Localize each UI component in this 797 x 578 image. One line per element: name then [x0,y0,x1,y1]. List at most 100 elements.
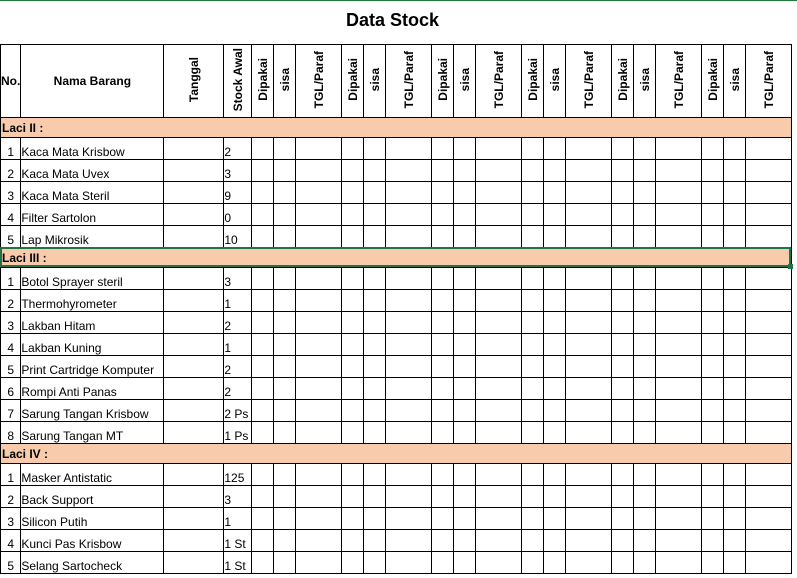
cell-dipakai[interactable] [341,181,365,204]
cell-tgl-paraf[interactable] [655,203,703,226]
cell-no[interactable]: 4 [0,529,22,552]
cell-dipakai[interactable] [701,463,725,486]
cell-no[interactable]: 4 [0,333,22,356]
cell-dipakai[interactable] [341,377,365,400]
cell-no[interactable]: 2 [0,485,22,508]
cell-dipakai[interactable] [431,421,455,444]
cell-sisa[interactable] [723,421,747,444]
header-stock-awal[interactable]: Stock Awal [223,44,253,118]
cell-tgl-paraf[interactable] [655,137,703,160]
cell-sisa[interactable] [453,311,477,334]
cell-dipakai[interactable] [251,551,275,574]
cell-tgl-paraf[interactable] [655,311,703,334]
cell-dipakai[interactable] [251,159,275,182]
cell-tgl-paraf[interactable] [295,355,343,378]
cell-tgl-paraf[interactable] [295,507,343,530]
cell-dipakai[interactable] [431,159,455,182]
cell-tgl-paraf[interactable] [295,551,343,574]
cell-dipakai[interactable] [611,421,635,444]
cell-tgl-paraf[interactable] [295,463,343,486]
header-sisa-2[interactable]: sisa [363,44,387,118]
cell-tanggal[interactable] [163,181,225,204]
cell-dipakai[interactable] [701,421,725,444]
cell-tgl-paraf[interactable] [565,225,613,248]
cell-no[interactable]: 3 [0,181,22,204]
cell-dipakai[interactable] [611,311,635,334]
cell-tanggal[interactable] [163,377,225,400]
cell-tgl-paraf[interactable] [655,377,703,400]
header-tanggal[interactable]: Tanggal [163,44,225,118]
cell-tgl-paraf[interactable] [295,225,343,248]
section-label[interactable]: Laci II : [0,117,793,138]
cell-tgl-paraf[interactable] [655,399,703,422]
cell-sisa[interactable] [273,181,297,204]
cell-nama-barang[interactable]: Back Support [20,485,165,508]
cell-dipakai[interactable] [431,355,455,378]
cell-dipakai[interactable] [341,159,365,182]
cell-no[interactable]: 6 [0,377,22,400]
cell-tanggal[interactable] [163,399,225,422]
cell-tgl-paraf[interactable] [475,137,523,160]
cell-dipakai[interactable] [611,485,635,508]
cell-sisa[interactable] [543,421,567,444]
cell-tgl-paraf[interactable] [745,355,793,378]
cell-dipakai[interactable] [611,333,635,356]
header-sisa-6[interactable]: sisa [723,44,747,118]
cell-tgl-paraf[interactable] [385,377,433,400]
cell-sisa[interactable] [633,529,657,552]
cell-dipakai[interactable] [611,137,635,160]
header-sisa-3[interactable]: sisa [453,44,477,118]
cell-sisa[interactable] [363,311,387,334]
cell-tgl-paraf[interactable] [295,267,343,290]
cell-sisa[interactable] [543,377,567,400]
cell-dipakai[interactable] [341,137,365,160]
fill-handle[interactable] [788,264,793,269]
cell-sisa[interactable] [723,355,747,378]
cell-dipakai[interactable] [431,137,455,160]
header-tgl-paraf-6[interactable]: TGL/Paraf [745,44,793,118]
cell-tgl-paraf[interactable] [295,311,343,334]
cell-tgl-paraf[interactable] [565,159,613,182]
cell-tgl-paraf[interactable] [655,225,703,248]
cell-tgl-paraf[interactable] [655,159,703,182]
cell-dipakai[interactable] [701,399,725,422]
cell-tgl-paraf[interactable] [745,529,793,552]
cell-dipakai[interactable] [521,203,545,226]
cell-nama-barang[interactable]: Lakban Kuning [20,333,165,356]
cell-tgl-paraf[interactable] [655,529,703,552]
cell-tgl-paraf[interactable] [475,529,523,552]
cell-sisa[interactable] [273,529,297,552]
cell-dipakai[interactable] [521,311,545,334]
cell-tgl-paraf[interactable] [385,289,433,312]
cell-tgl-paraf[interactable] [385,507,433,530]
cell-sisa[interactable] [453,333,477,356]
cell-dipakai[interactable] [611,551,635,574]
cell-stock-awal[interactable]: 2 [223,355,253,378]
cell-sisa[interactable] [363,159,387,182]
cell-stock-awal[interactable]: 1 [223,289,253,312]
cell-tgl-paraf[interactable] [385,529,433,552]
cell-sisa[interactable] [633,421,657,444]
cell-tgl-paraf[interactable] [475,421,523,444]
cell-tgl-paraf[interactable] [745,181,793,204]
cell-sisa[interactable] [273,421,297,444]
cell-nama-barang[interactable]: Lakban Hitam [20,311,165,334]
cell-dipakai[interactable] [701,507,725,530]
cell-stock-awal[interactable]: 1 Ps [223,421,253,444]
cell-tgl-paraf[interactable] [565,203,613,226]
cell-no[interactable]: 2 [0,159,22,182]
cell-tgl-paraf[interactable] [565,551,613,574]
cell-tgl-paraf[interactable] [475,181,523,204]
cell-sisa[interactable] [723,203,747,226]
cell-dipakai[interactable] [611,529,635,552]
cell-no[interactable]: 5 [0,225,22,248]
cell-sisa[interactable] [723,289,747,312]
cell-sisa[interactable] [453,203,477,226]
cell-tgl-paraf[interactable] [475,399,523,422]
cell-dipakai[interactable] [701,203,725,226]
cell-sisa[interactable] [453,507,477,530]
cell-dipakai[interactable] [521,485,545,508]
cell-sisa[interactable] [723,137,747,160]
cell-sisa[interactable] [633,137,657,160]
cell-tgl-paraf[interactable] [565,355,613,378]
